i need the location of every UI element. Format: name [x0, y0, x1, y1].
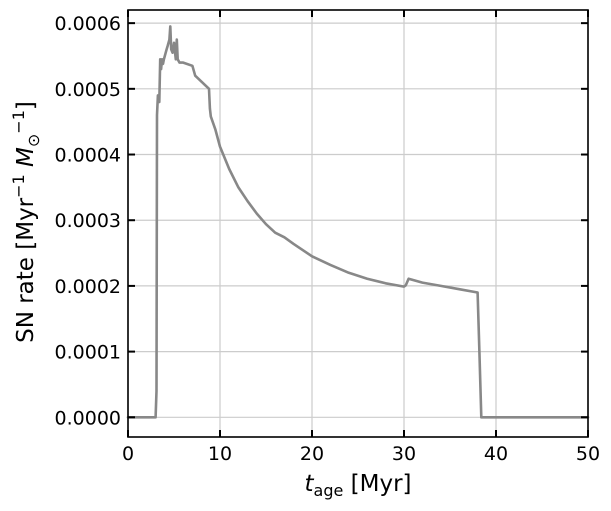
y-tick-label: 0.0003	[55, 210, 121, 232]
y-axis-label-post: ]	[13, 101, 39, 110]
y-tick-label: 0.0002	[55, 276, 121, 298]
x-tick-labels: 0 10 20 30 40 50	[122, 443, 600, 465]
x-tick-label: 10	[208, 443, 232, 465]
x-axis-label-main: t	[304, 471, 314, 497]
x-axis-label-unit: [Myr]	[343, 471, 411, 497]
y-tick-labels: 0.0000 0.0001 0.0002 0.0003 0.0004 0.0005 0.00…	[55, 13, 121, 429]
y-axis-label: SN rate [Myr−1 M⊙−1]	[9, 101, 43, 343]
y-tick-label: 0.0006	[55, 13, 121, 35]
y-tick-label: 0.0000	[55, 407, 121, 429]
x-axis-label: tage [Myr]	[304, 471, 411, 500]
x-tick-label: 0	[122, 443, 134, 465]
x-tick-label: 50	[576, 443, 600, 465]
y-axis-label-pre: SN rate [Myr	[13, 197, 39, 343]
plot-frame	[127, 9, 589, 438]
x-tick-label: 20	[300, 443, 324, 465]
y-axis-label-space	[13, 167, 39, 174]
x-tick-label: 30	[392, 443, 416, 465]
y-axis-label-m: M	[13, 147, 39, 167]
y-tick-label: 0.0004	[55, 145, 121, 167]
x-tick-label: 40	[484, 443, 508, 465]
series-group	[126, 25, 590, 419]
y-tick-label: 0.0001	[55, 342, 121, 364]
y-axis-label-sun: ⊙	[24, 134, 43, 147]
x-axis-label-subscript: age	[314, 481, 344, 500]
y-tick-label: 0.0005	[55, 79, 121, 101]
y-axis-label-exp1: −1	[9, 174, 28, 198]
y-axis-label-exp2: −1	[9, 110, 28, 134]
sn-rate-line	[126, 25, 590, 419]
